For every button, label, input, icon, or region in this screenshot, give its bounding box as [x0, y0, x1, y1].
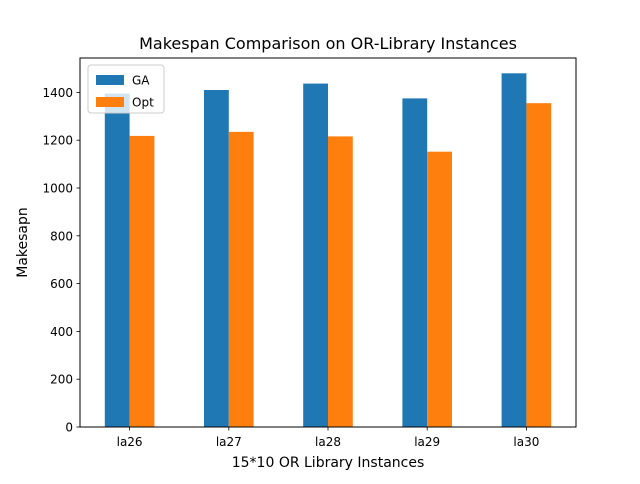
legend-label-ga: GA — [132, 74, 150, 88]
y-tick-label: 400 — [50, 325, 73, 339]
legend: GA Opt — [87, 64, 165, 114]
x-tick-label: la27 — [216, 435, 242, 449]
y-axis-label: Makesapn — [15, 207, 31, 278]
bar-opt-la27 — [228, 131, 254, 427]
chart-title: Makespan Comparison on OR-Library Instan… — [139, 34, 517, 53]
plot-area-frame — [79, 57, 577, 428]
legend-swatch-opt — [96, 97, 124, 107]
bars-group — [104, 73, 552, 428]
bar-opt-la30 — [526, 103, 552, 428]
bar-opt-la29 — [427, 151, 452, 427]
y-tick-label: 1200 — [42, 134, 73, 148]
y-tick-label: 200 — [50, 373, 73, 387]
y-tick-label: 1000 — [42, 182, 73, 196]
bar-ga-la26 — [104, 93, 130, 428]
bar-ga-la27 — [204, 90, 229, 428]
y-tick-label: 800 — [50, 229, 73, 243]
legend-swatch-ga — [96, 75, 124, 85]
bar-opt-la28 — [328, 136, 353, 427]
x-tick-label: la26 — [117, 435, 143, 449]
x-axis-label: 15*10 OR Library Instances — [232, 455, 425, 471]
y-tick-label: 0 — [65, 421, 73, 435]
x-tick-label: la28 — [315, 435, 341, 449]
x-tick-label: la30 — [513, 435, 539, 449]
legend-label-opt: Opt — [132, 96, 154, 110]
x-axis: la26 la27 la28 la29 la30 — [117, 427, 539, 449]
y-axis: 0 200 400 600 800 1000 1200 1400 — [42, 86, 80, 435]
bar-ga-la29 — [402, 98, 428, 427]
y-tick-label: 600 — [50, 277, 73, 291]
y-tick-label: 1400 — [42, 86, 73, 100]
bar-opt-la26 — [129, 135, 155, 427]
x-tick-label: la29 — [414, 435, 440, 449]
bar-ga-la28 — [303, 83, 328, 427]
bar-ga-la30 — [501, 73, 527, 428]
